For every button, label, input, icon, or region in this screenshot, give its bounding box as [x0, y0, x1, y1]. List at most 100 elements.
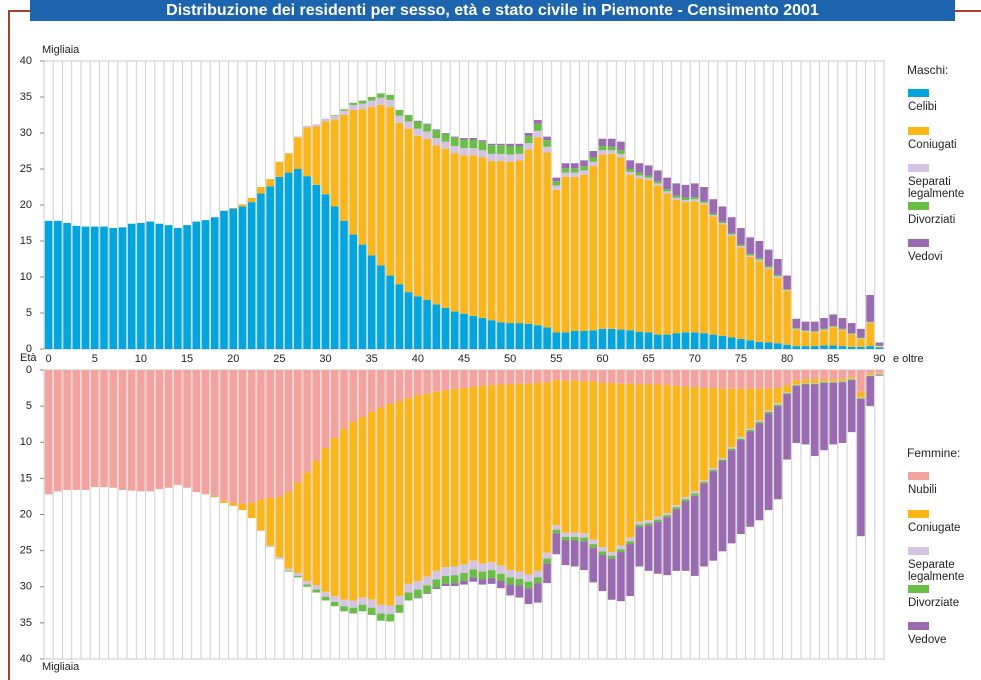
- bar-segment: [672, 183, 681, 196]
- x-tick-label: 85: [827, 353, 839, 365]
- bar-segment: [432, 130, 441, 139]
- bar-segment: [792, 384, 801, 386]
- bar-segment: [709, 216, 718, 335]
- bar-segment: [294, 137, 302, 169]
- bar-segment: [589, 539, 598, 545]
- bar-segment: [774, 343, 782, 349]
- bar-segment: [543, 382, 551, 553]
- bar-segment: [644, 370, 653, 385]
- bar-segment: [820, 379, 828, 382]
- bar-segment: [792, 328, 801, 330]
- bar-segment: [349, 109, 358, 235]
- bar-segment: [367, 107, 376, 256]
- bar-segment: [737, 370, 745, 389]
- bar-segment: [192, 370, 201, 493]
- bar-segment: [598, 154, 607, 329]
- bar-segment: [515, 370, 524, 384]
- bar-segment: [506, 570, 514, 578]
- bar-segment: [737, 338, 745, 349]
- bar-segment: [857, 398, 865, 537]
- bar-segment: [432, 145, 441, 305]
- bar-segment: [561, 536, 570, 541]
- bar-segment: [90, 226, 99, 349]
- bar-segment: [294, 136, 302, 138]
- legend-label: Coniugati: [908, 138, 957, 151]
- bar-segment: [737, 437, 745, 439]
- bar-segment: [617, 383, 625, 546]
- bar-segment: [589, 330, 598, 349]
- bar-segment: [330, 601, 339, 607]
- bar-segment: [358, 597, 367, 605]
- bar-segment: [506, 323, 514, 349]
- bar-segment: [257, 370, 265, 501]
- bar-segment: [598, 150, 607, 155]
- bar-segment: [534, 383, 542, 571]
- bar-segment: [820, 330, 828, 346]
- bar-segment: [654, 516, 662, 520]
- bar-segment: [820, 329, 828, 331]
- bar-segment: [137, 370, 145, 492]
- bar-segment: [534, 583, 542, 603]
- bar-segment: [487, 370, 496, 386]
- bar-segment: [783, 393, 791, 394]
- bar-segment: [284, 153, 293, 173]
- bar-segment: [543, 146, 551, 153]
- bar-segment: [450, 137, 459, 146]
- bar-segment: [626, 544, 634, 597]
- bar-segment: [506, 384, 514, 571]
- bar-segment: [764, 388, 773, 411]
- bar-segment: [395, 604, 404, 613]
- y-tick-label: 40: [20, 653, 32, 665]
- bar-segment: [497, 580, 505, 589]
- bar-segment: [109, 228, 118, 349]
- x-tick-label: 60: [596, 353, 608, 365]
- bar-segment: [857, 338, 865, 339]
- bar-segment: [838, 328, 847, 330]
- bar-segment: [414, 128, 422, 136]
- bar-segment: [607, 558, 616, 600]
- x-axis-label: Età: [20, 352, 37, 364]
- bar-segment: [829, 383, 838, 445]
- bar-segment: [257, 187, 265, 194]
- bar-segment: [358, 100, 367, 104]
- bar-segment: [478, 563, 487, 572]
- bar-segment: [737, 440, 745, 535]
- bar-segment: [441, 583, 450, 587]
- bar-segment: [755, 258, 764, 260]
- bar-segment: [875, 370, 884, 373]
- bar-segment: [395, 596, 404, 605]
- bar-segment: [515, 143, 524, 146]
- bar-segment: [847, 333, 856, 334]
- bar-segment: [607, 138, 616, 147]
- bar-segment: [598, 547, 607, 552]
- y-tick-label: 5: [26, 307, 32, 319]
- bar-segment: [654, 183, 662, 186]
- bar-segment: [72, 370, 81, 490]
- bar-segment: [321, 194, 330, 349]
- bar-segment: [857, 328, 865, 338]
- bar-segment: [672, 333, 681, 349]
- bar-segment: [137, 223, 145, 349]
- x-tick-label: 80: [781, 353, 793, 365]
- bar-segment: [423, 300, 431, 349]
- bar-segment: [469, 569, 478, 578]
- bar-segment: [358, 370, 367, 417]
- bar-segment: [349, 600, 358, 608]
- bar-segment: [552, 529, 561, 534]
- bar-segment: [561, 163, 570, 169]
- bar-segment: [875, 342, 884, 346]
- bar-segment: [340, 606, 348, 612]
- bar-segment: [432, 138, 441, 146]
- bar-segment: [294, 370, 302, 483]
- bar-segment: [275, 497, 284, 558]
- bar-segment: [589, 547, 598, 583]
- bar-segment: [386, 614, 394, 622]
- bar-segment: [727, 217, 736, 234]
- bar-segment: [340, 110, 348, 115]
- bar-segment: [330, 119, 339, 207]
- bar-segment: [866, 375, 874, 377]
- bar-segment: [626, 370, 634, 384]
- bar-segment: [367, 97, 376, 101]
- bar-segment: [663, 334, 671, 349]
- bar-segment: [432, 370, 441, 392]
